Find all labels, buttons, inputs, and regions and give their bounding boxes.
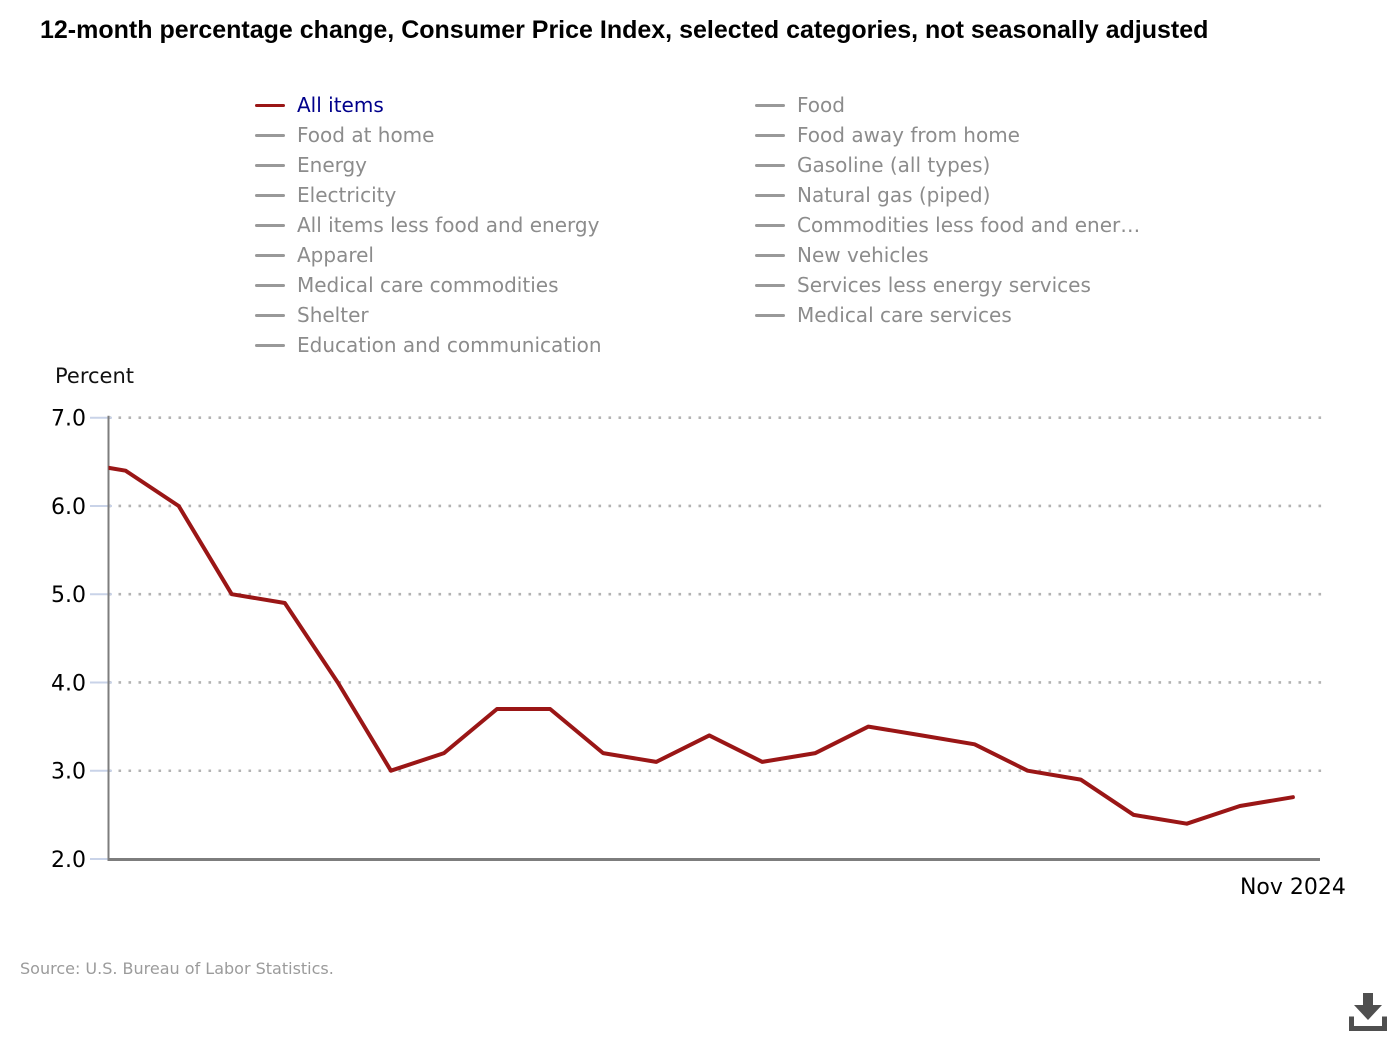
legend-item-label: Medical care services (797, 303, 1012, 327)
download-button[interactable] (1346, 990, 1390, 1034)
legend-item-label: Education and communication (297, 333, 602, 357)
legend-item-services-less-energy-services[interactable]: Services less energy services (755, 270, 1140, 300)
legend-item-label: Services less energy services (797, 273, 1091, 297)
legend-item-label: All items less food and energy (297, 213, 600, 237)
legend-line-swatch (755, 283, 785, 287)
legend-item-label: Food at home (297, 123, 435, 147)
y-tick-label: 2.0 (51, 848, 86, 873)
legend-item-all-items-less-food-and-energy[interactable]: All items less food and energy (255, 210, 602, 240)
legend-item-food[interactable]: Food (755, 90, 1140, 120)
legend-item-label: Apparel (297, 243, 374, 267)
legend-item-new-vehicles[interactable]: New vehicles (755, 240, 1140, 270)
legend-line-swatch (255, 283, 285, 287)
legend-item-apparel[interactable]: Apparel (255, 240, 602, 270)
legend-line-swatch (255, 103, 285, 107)
legend-item-natural-gas-piped[interactable]: Natural gas (piped) (755, 180, 1140, 210)
legend-item-gasoline-all-types[interactable]: Gasoline (all types) (755, 150, 1140, 180)
y-tick-label: 4.0 (51, 671, 86, 696)
page-title: 12-month percentage change, Consumer Pri… (40, 16, 1209, 44)
y-tick-label: 6.0 (51, 495, 86, 520)
legend-item-medical-care-services[interactable]: Medical care services (755, 300, 1140, 330)
legend-item-label: Food (797, 93, 845, 117)
legend-item-label: Medical care commodities (297, 273, 559, 297)
legend-line-swatch (255, 343, 285, 347)
legend-item-medical-care-commodities[interactable]: Medical care commodities (255, 270, 602, 300)
source-attribution: Source: U.S. Bureau of Labor Statistics. (20, 959, 334, 978)
legend-item-food-away-from-home[interactable]: Food away from home (755, 120, 1140, 150)
legend-item-label: Shelter (297, 303, 369, 327)
legend-item-food-at-home[interactable]: Food at home (255, 120, 602, 150)
x-tick-label: Nov 2024 (1240, 875, 1346, 900)
legend-column-2: Food Food away from home Gasoline (all typ… (755, 90, 1140, 330)
legend-item-electricity[interactable]: Electricity (255, 180, 602, 210)
legend-item-label: Food away from home (797, 123, 1020, 147)
legend-line-swatch (755, 103, 785, 107)
legend-item-shelter[interactable]: Shelter (255, 300, 602, 330)
legend-line-swatch (755, 133, 785, 137)
legend-line-swatch (255, 133, 285, 137)
legend-item-label: New vehicles (797, 243, 929, 267)
legend-item-energy[interactable]: Energy (255, 150, 602, 180)
legend-item-all-items[interactable]: All items (255, 90, 602, 120)
legend-item-label: Natural gas (piped) (797, 183, 991, 207)
legend-line-swatch (255, 163, 285, 167)
all-items-line (108, 465, 1295, 826)
legend-line-swatch (755, 253, 785, 257)
legend-item-label: All items (297, 93, 384, 117)
y-tick-label: 5.0 (51, 583, 86, 608)
legend-item-label: Electricity (297, 183, 397, 207)
legend-item-commodities-less-food-and-ener[interactable]: Commodities less food and ener… (755, 210, 1140, 240)
legend-line-swatch (255, 193, 285, 197)
y-tick-label: 7.0 (51, 407, 86, 432)
y-tick-label: 3.0 (51, 760, 86, 785)
y-axis-unit-label: Percent (55, 364, 135, 388)
legend-line-swatch (755, 313, 785, 317)
legend-item-label: Gasoline (all types) (797, 153, 991, 177)
chart-plot-area: 7.0 6.0 5.0 4.0 3.0 2.0 Nov 2024 (51, 407, 1346, 900)
legend-line-swatch (755, 223, 785, 227)
download-icon (1349, 993, 1387, 1031)
legend-line-swatch (255, 223, 285, 227)
legend-item-label: Commodities less food and ener… (797, 213, 1141, 237)
legend-line-swatch (255, 313, 285, 317)
legend-item-label: Energy (297, 153, 368, 177)
legend-line-swatch (755, 163, 785, 167)
legend-line-swatch (255, 253, 285, 257)
legend-column-1: All items Food at home Energy Electricity Al… (255, 90, 602, 360)
legend-line-swatch (755, 193, 785, 197)
legend-item-education-and-communication[interactable]: Education and communication (255, 330, 602, 360)
